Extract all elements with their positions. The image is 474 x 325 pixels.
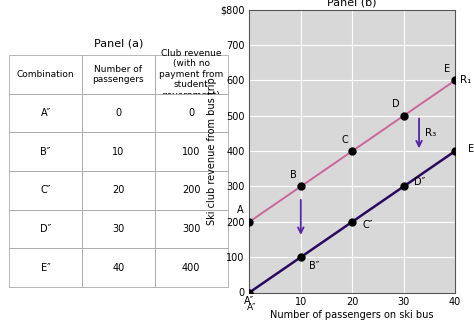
X-axis label: Number of passengers on ski bus: Number of passengers on ski bus	[271, 310, 434, 320]
Text: E″: E″	[468, 144, 474, 154]
Text: A: A	[237, 205, 244, 215]
Text: B: B	[290, 170, 296, 180]
Text: C: C	[341, 135, 348, 145]
Text: C″: C″	[363, 220, 373, 230]
Title: Panel (b): Panel (b)	[328, 0, 377, 7]
Text: B″: B″	[309, 261, 319, 271]
Text: E: E	[444, 64, 450, 74]
Text: A″: A″	[244, 296, 255, 306]
Y-axis label: Ski club revenue from bus trip: Ski club revenue from bus trip	[207, 77, 217, 225]
Text: D: D	[392, 99, 400, 110]
Text: A″: A″	[247, 303, 257, 312]
Text: R₁: R₁	[460, 75, 472, 85]
Text: D″: D″	[414, 177, 425, 187]
Text: Panel (a): Panel (a)	[94, 38, 143, 48]
Text: R₃: R₃	[425, 128, 437, 138]
